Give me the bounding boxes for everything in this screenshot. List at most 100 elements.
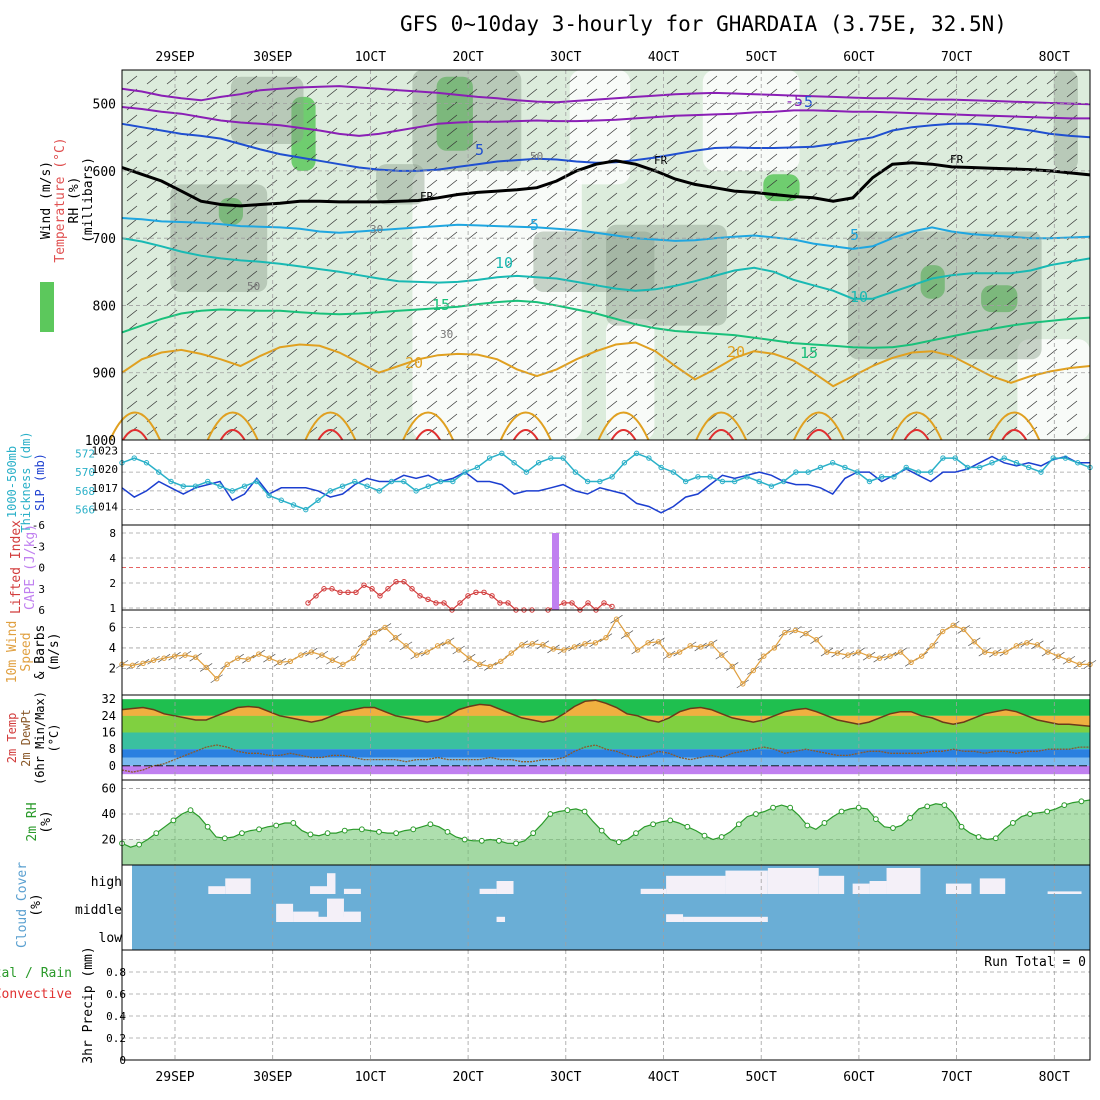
- wind-barb: [406, 257, 418, 267]
- wind-barb: [846, 348, 858, 358]
- wind-barb: [686, 283, 698, 293]
- wind-barb: [566, 244, 578, 254]
- wind-barb: [366, 361, 378, 371]
- data-point: [290, 502, 297, 508]
- wind-barb: [366, 348, 378, 358]
- wind-barb: [746, 309, 758, 319]
- data-point: [156, 469, 162, 475]
- wind-barb: [866, 218, 878, 228]
- dry-region: [569, 70, 631, 185]
- wind-barb: [826, 309, 838, 319]
- cloud-cell: [326, 898, 344, 922]
- wind-barb: [606, 296, 618, 306]
- data-point: [924, 803, 931, 810]
- wind-barb: [706, 309, 718, 319]
- y-tick-label: 0.8: [106, 966, 126, 979]
- wind-barb: [786, 296, 798, 306]
- wind-barb: [526, 179, 538, 189]
- wind-barb: [726, 309, 738, 319]
- wind-barb: [546, 335, 558, 345]
- wind-barb: [646, 335, 658, 345]
- wind-barb: [486, 192, 498, 202]
- data-point: [153, 830, 160, 837]
- wind-barb: [906, 231, 918, 241]
- wind-barb: [906, 114, 918, 124]
- data-point: [498, 658, 504, 664]
- cloud-cell: [818, 875, 845, 894]
- wind-barb: [826, 426, 838, 436]
- x-label-top: 2OCT: [452, 50, 483, 65]
- wind-barb: [726, 283, 738, 293]
- wind-barb: [1046, 400, 1058, 410]
- wind-barb: [446, 283, 458, 293]
- wind-barb: [266, 400, 278, 410]
- wind-barb: [1066, 335, 1078, 345]
- wind-barb: [706, 374, 718, 384]
- wind-barb: [566, 75, 578, 85]
- wind-barb: [866, 257, 878, 267]
- wind-barb: [786, 114, 798, 124]
- wind-barb: [826, 153, 838, 163]
- y-tick-label: 8: [109, 742, 116, 756]
- wind-barb: [346, 114, 358, 124]
- wind-barb: [346, 296, 358, 306]
- wind-barb: [166, 374, 178, 384]
- wind-barb: [566, 309, 578, 319]
- contour-label: FR: [950, 153, 964, 166]
- wind-barb: [446, 400, 458, 410]
- wind-barb: [726, 179, 738, 189]
- wind-barb: [566, 413, 578, 423]
- wind-barb: [906, 400, 918, 410]
- wind-barb: [1006, 283, 1018, 293]
- wind-barb: [546, 101, 558, 111]
- wind-barb: [526, 387, 538, 397]
- wind-barb: [486, 400, 498, 410]
- wind-barb: [206, 205, 218, 215]
- wind-barb: [926, 140, 938, 150]
- y-tick-label: 2: [109, 577, 116, 590]
- wind-barb: [686, 114, 698, 124]
- wind-barb: [346, 192, 358, 202]
- wind-barb: [966, 231, 978, 241]
- wind-barb: [726, 127, 738, 137]
- data-point: [496, 837, 502, 844]
- wind-barb: [206, 361, 218, 371]
- wind-barb: [606, 400, 618, 410]
- wind-barb: [726, 257, 738, 267]
- wind-barb: [866, 127, 878, 137]
- x-label-top: 30SEP: [253, 50, 292, 65]
- wind-barb: [1046, 361, 1058, 371]
- wind-barb: [926, 244, 938, 254]
- wind-barb: [566, 231, 578, 241]
- wind-barb: [886, 296, 898, 306]
- data-point: [771, 645, 778, 651]
- wind-barb: [366, 75, 378, 85]
- wind-barb: [666, 348, 678, 358]
- wind-barb: [766, 400, 778, 410]
- wind-barb: [466, 75, 478, 85]
- wind-barb: [246, 413, 258, 423]
- data-point: [842, 464, 848, 471]
- wind-barb: [306, 153, 318, 163]
- data-point: [817, 464, 824, 471]
- wind-barb: [486, 387, 498, 397]
- wind-barb: [326, 374, 338, 384]
- wind-barb: [786, 244, 798, 254]
- wind-barb: [606, 387, 618, 397]
- wind-barb: [506, 205, 518, 215]
- wind-barb: [646, 75, 658, 85]
- wind-barb: [386, 179, 398, 189]
- data-point: [866, 478, 873, 485]
- wind-barb: [126, 296, 138, 306]
- data-point: [929, 643, 935, 649]
- wind-barb: [686, 257, 698, 267]
- wind-barb: [666, 413, 678, 423]
- data-point: [872, 816, 879, 823]
- wind-barb: [946, 114, 958, 124]
- data-point: [217, 483, 223, 489]
- y-tick-label: 800: [93, 299, 116, 314]
- wind-barb: [486, 244, 498, 254]
- wind-barb: [406, 244, 418, 254]
- wind-barb: [146, 205, 158, 215]
- wind-barb: [1066, 309, 1078, 319]
